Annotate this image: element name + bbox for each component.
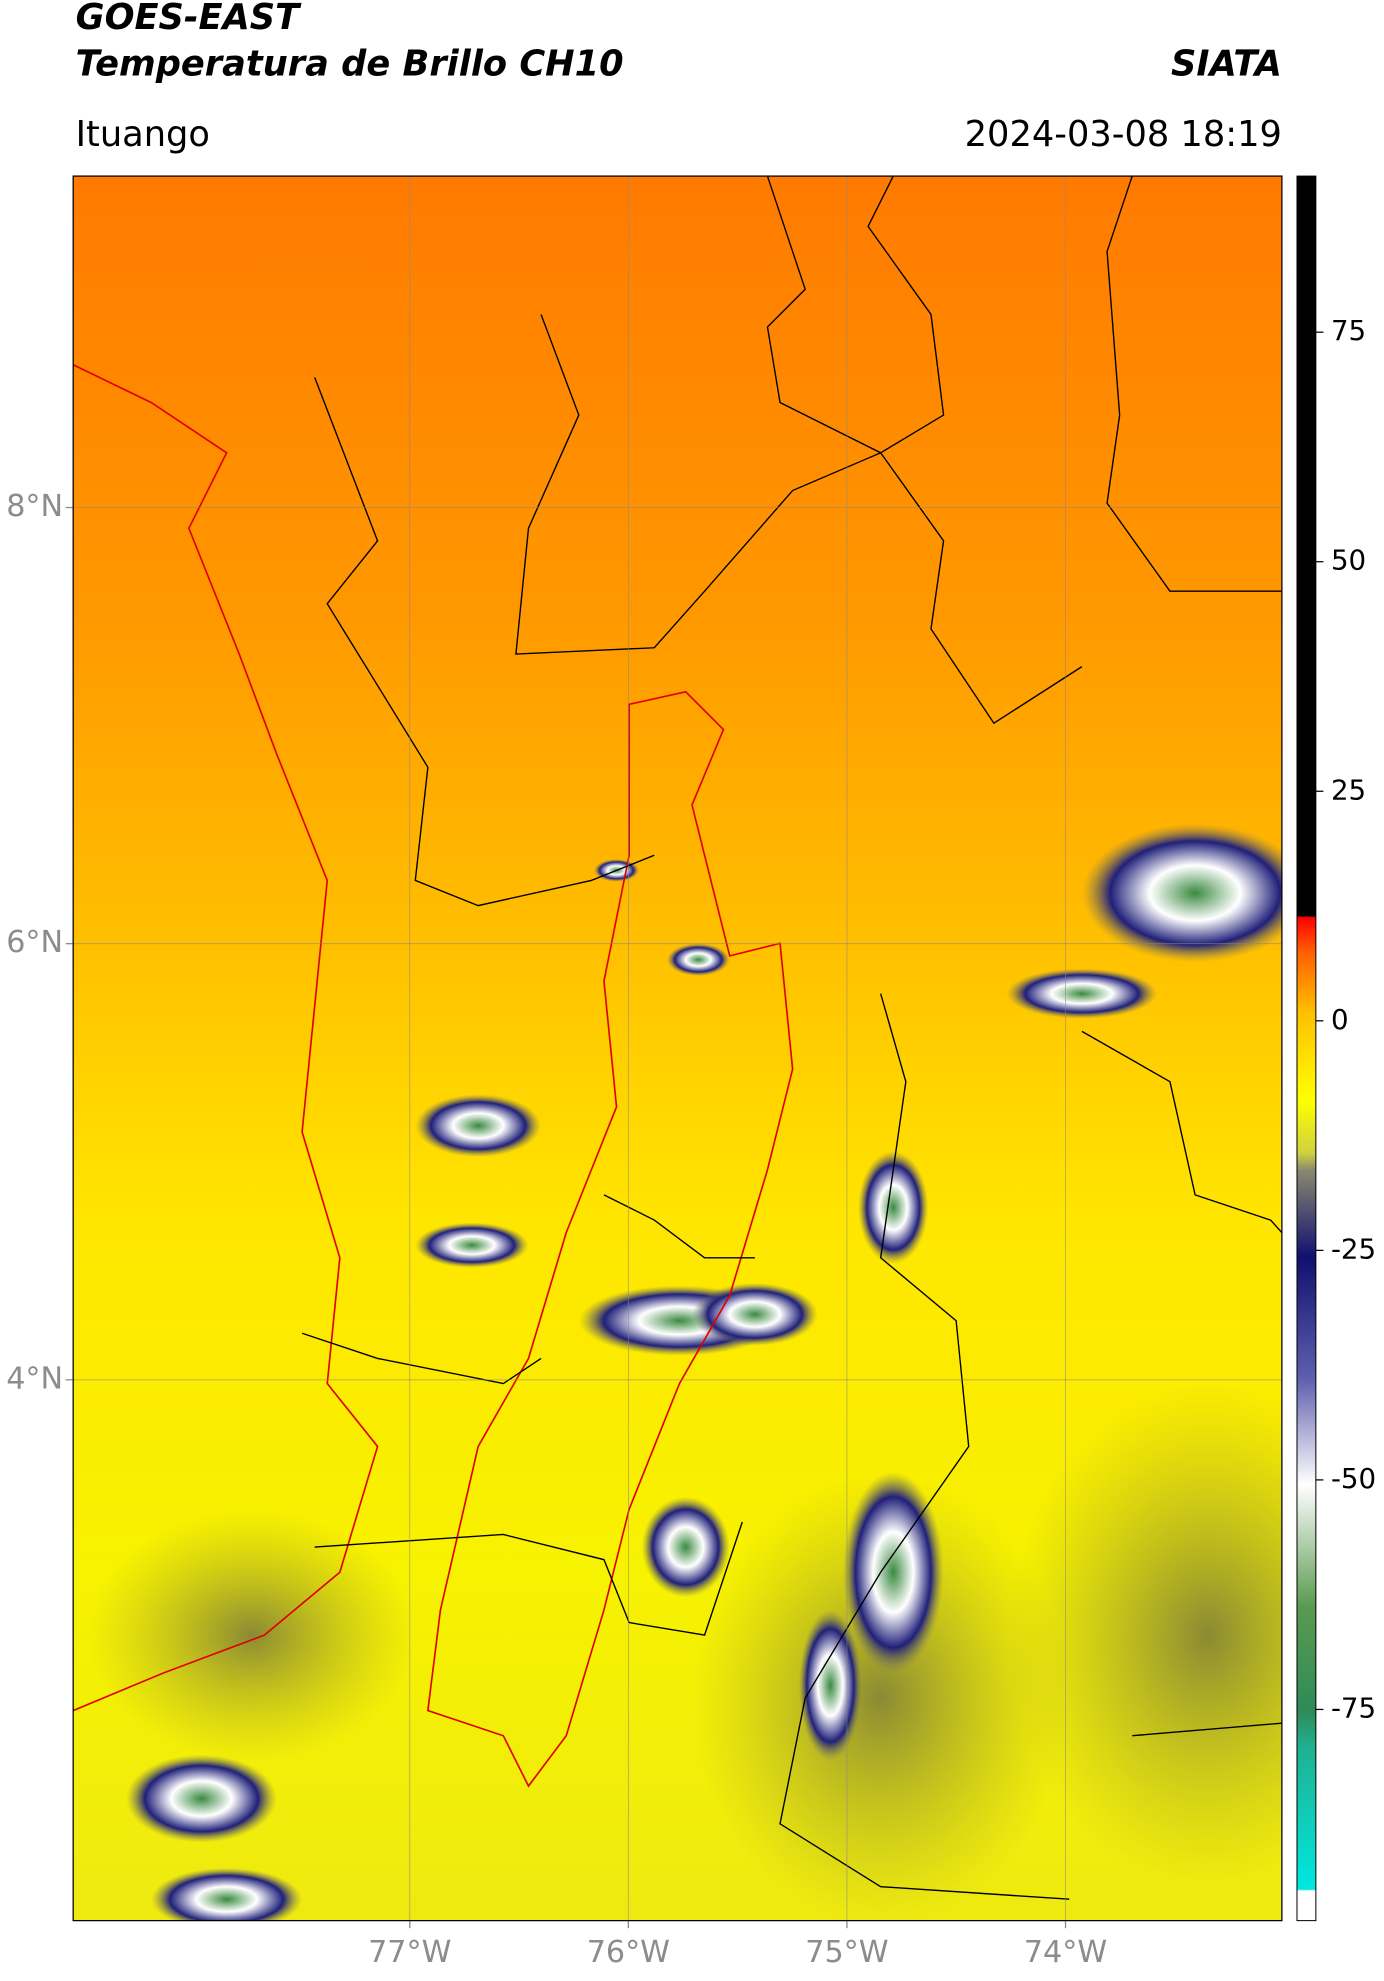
y-tick-label: 8°N: [6, 489, 63, 524]
colorbar-tick-label: -75: [1331, 1691, 1376, 1724]
colorbar: [1296, 175, 1317, 1922]
y-tick-label: 6°N: [6, 925, 63, 960]
x-tick-label: 77°W: [368, 1935, 451, 1970]
source: SIATA: [1171, 43, 1282, 84]
datetime: 2024-03-08 18:19: [965, 114, 1282, 155]
x-tick-label: 75°W: [805, 1935, 888, 1970]
title: GOES-EAST: [76, 0, 302, 38]
map-field: [73, 176, 1282, 1921]
x-tick-label: 76°W: [587, 1935, 670, 1970]
colorbar-tick-label: 25: [1331, 773, 1366, 806]
colorbar-tick-label: -50: [1331, 1462, 1376, 1495]
y-tick-label: 4°N: [6, 1361, 63, 1396]
colorbar-tick-label: 75: [1331, 314, 1366, 347]
x-tick-label: 74°W: [1024, 1935, 1107, 1970]
colorbar-tick-label: 0: [1331, 1003, 1349, 1036]
map-frame: [72, 175, 1283, 1922]
location: Ituango: [76, 114, 210, 155]
colorbar-tick-label: -25: [1331, 1232, 1376, 1265]
axes: 8°N 6°N 4°N 77°W 76°W 75°W 74°W 75 50 25 0 -25 -50 -7…: [6, 176, 1376, 1970]
subtitle: Temperatura de Brillo CH10: [76, 43, 624, 84]
colorbar-tick-label: 50: [1331, 544, 1366, 577]
